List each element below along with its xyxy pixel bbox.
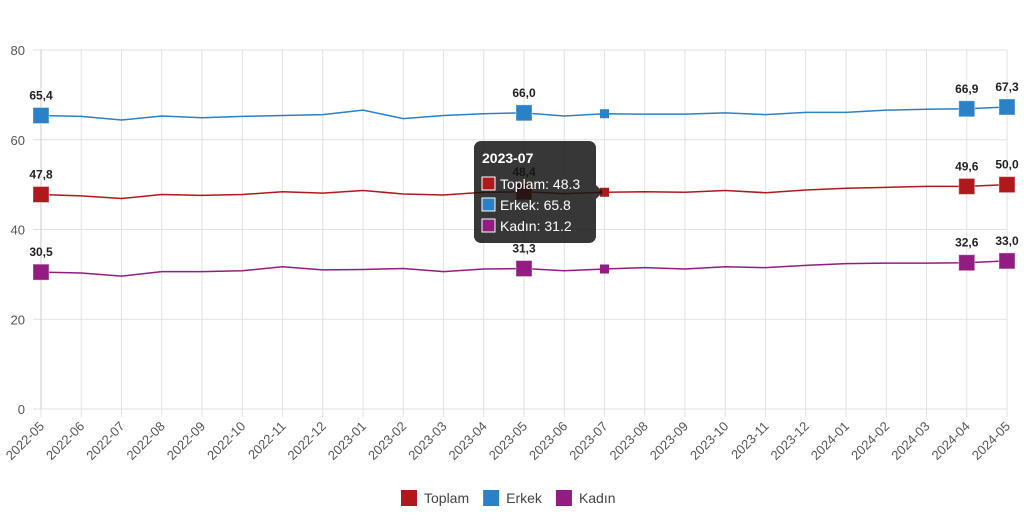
y-tick-label: 80 <box>11 43 25 58</box>
tooltip-swatch <box>481 176 496 191</box>
tooltip-line: Kadın: 31.2 <box>500 218 572 234</box>
x-tick-label: 2023-03 <box>405 419 449 463</box>
series-lines <box>32 98 1016 281</box>
x-tick-label: 2022-09 <box>164 419 208 463</box>
data-label: 65,4 <box>29 89 53 103</box>
x-tick-label: 2023-07 <box>566 419 610 463</box>
y-axis: 0 20 40 60 80 <box>11 43 25 417</box>
data-point-marker[interactable] <box>998 176 1016 194</box>
tooltip-box <box>474 141 596 243</box>
data-point-marker[interactable] <box>998 98 1016 116</box>
x-tick-label: 2022-06 <box>43 419 87 463</box>
x-tick-label: 2023-08 <box>607 419 651 463</box>
legend-label: Toplam <box>424 490 469 506</box>
x-tick-label: 2022-08 <box>124 419 168 463</box>
data-label: 66,9 <box>955 82 979 96</box>
x-tick-label: 2023-04 <box>446 419 490 463</box>
data-label: 30,5 <box>29 245 53 259</box>
data-point-marker[interactable] <box>998 252 1016 270</box>
legend-item-toplam[interactable]: Toplam <box>401 490 469 506</box>
x-tick-label: 2022-10 <box>204 419 248 463</box>
x-tick-label: 2024-02 <box>848 419 892 463</box>
y-tick-label: 20 <box>11 312 25 327</box>
data-label: 31,3 <box>512 242 536 256</box>
x-tick-label: 2022-12 <box>285 419 329 463</box>
data-point-marker[interactable] <box>32 263 50 281</box>
legend-item-kadın[interactable]: Kadın <box>555 490 616 506</box>
data-label: 49,6 <box>955 159 979 173</box>
x-tick-label: 2023-02 <box>365 419 409 463</box>
x-tick-label: 2024-04 <box>929 419 973 463</box>
legend-label: Kadın <box>579 490 616 506</box>
x-tick-label: 2022-07 <box>83 419 127 463</box>
legend-swatch <box>401 490 417 506</box>
data-label: 67,3 <box>995 80 1019 94</box>
legend: Toplam Erkek Kadın <box>401 490 616 506</box>
legend-label: Erkek <box>506 490 543 506</box>
x-tick-label: 2023-12 <box>768 419 812 463</box>
tooltip-line: Toplam: 48.3 <box>500 176 580 192</box>
x-tick-label: 2022-11 <box>245 419 289 463</box>
y-tick-label: 0 <box>18 402 25 417</box>
tooltip-caret <box>596 185 603 199</box>
x-tick-label: 2023-06 <box>526 419 570 463</box>
data-point-marker[interactable] <box>515 104 533 122</box>
legend-item-erkek[interactable]: Erkek <box>483 490 543 506</box>
data-point-marker[interactable] <box>515 260 533 278</box>
x-tick-label: 2022-05 <box>3 419 47 463</box>
x-tick-label: 2023-09 <box>647 419 691 463</box>
legend-swatch <box>555 490 572 506</box>
x-tick-label: 2023-11 <box>728 419 772 463</box>
hovered-point-marker[interactable] <box>600 264 609 274</box>
data-label: 47,8 <box>29 167 53 181</box>
data-label: 33,0 <box>995 234 1019 248</box>
x-tick-label: 2024-01 <box>808 419 852 463</box>
data-point-marker[interactable] <box>32 107 50 125</box>
hovered-point-marker[interactable] <box>600 109 609 119</box>
x-tick-label: 2023-05 <box>486 419 530 463</box>
tooltip-swatch <box>481 197 496 212</box>
tooltip-line: Erkek: 65.8 <box>500 197 571 213</box>
data-label: 32,6 <box>955 236 979 250</box>
x-tick-label: 2023-10 <box>687 419 731 463</box>
y-tick-label: 60 <box>11 133 25 148</box>
data-point-marker[interactable] <box>32 185 50 203</box>
x-tick-label: 2024-03 <box>888 419 932 463</box>
y-tick-label: 40 <box>11 223 25 238</box>
x-tick-label: 2024-05 <box>969 419 1013 463</box>
data-label: 50,0 <box>995 158 1019 172</box>
hovered-point-marker[interactable] <box>600 187 609 197</box>
legend-swatch <box>483 490 500 506</box>
x-tick-label: 2023-01 <box>325 419 369 463</box>
x-axis: 2022-052022-062022-072022-082022-092022-… <box>3 419 1013 463</box>
data-point-marker[interactable] <box>958 100 976 118</box>
tooltip: 2023-07 Toplam: 48.3 Erkek: 65.8 Kadın: 31.… <box>474 141 603 243</box>
data-label: 66,0 <box>512 86 536 100</box>
data-point-marker[interactable] <box>958 254 976 272</box>
tooltip-title: 2023-07 <box>482 150 534 166</box>
tooltip-swatch <box>481 218 496 233</box>
data-point-marker[interactable] <box>958 177 976 195</box>
